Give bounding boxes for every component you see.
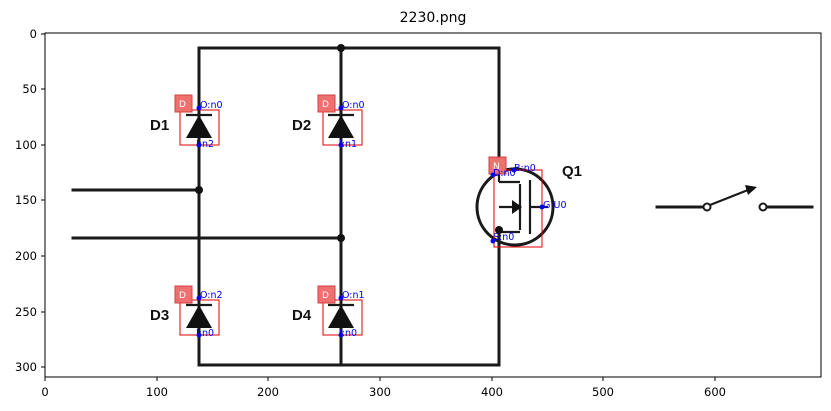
y-tick-label: 300 — [15, 360, 37, 374]
diode-d3: D3 D O:n2 I:n0 — [150, 285, 223, 339]
pin-label-d1-i: I:n2 — [196, 139, 214, 150]
pin-dot — [196, 295, 202, 301]
pin-label-d4-i: I:n0 — [339, 328, 357, 339]
component-label-d2: D2 — [292, 117, 311, 134]
pin-label-d2-o: O:n0 — [342, 100, 365, 111]
tag-box-d2 — [317, 94, 336, 113]
tag-box-d3 — [174, 285, 193, 304]
y-tick-label: 200 — [15, 249, 37, 263]
junction-dot — [195, 186, 203, 194]
pin-dot — [511, 167, 517, 173]
tag-box-q1 — [488, 156, 507, 175]
figure-title: 2230.png — [400, 10, 467, 26]
component-label-d3: D3 — [150, 307, 169, 324]
pin-dot — [338, 332, 344, 338]
diode-symbol-d1 — [186, 115, 212, 138]
transistor-q1: Q1 N B:n0 D:n0 G:U0 S:n0 — [475, 156, 582, 248]
diode-d2: D2 D O:n0 I:n1 — [292, 94, 365, 150]
x-tick-label: 100 — [146, 385, 168, 399]
tag-label-d1: D — [179, 100, 186, 110]
pin-dot — [338, 105, 344, 111]
tag-label-q1: N — [493, 162, 500, 172]
x-tick-label: 400 — [481, 385, 503, 399]
switch-symbol — [655, 185, 814, 212]
pin-label-d2-i: I:n1 — [339, 139, 357, 150]
diode-symbol-d4 — [328, 305, 354, 328]
tag-box-d4 — [317, 285, 336, 304]
x-tick-label: 0 — [41, 385, 48, 399]
component-label-q1: Q1 — [562, 163, 582, 180]
y-tick-label: 0 — [30, 27, 37, 41]
pin-dot — [490, 172, 496, 178]
switch-contact — [758, 202, 768, 212]
x-axis: 0 100 200 300 400 500 600 — [41, 377, 726, 399]
pin-label-q1-b: B:n0 — [514, 163, 536, 174]
switch-contact — [702, 202, 712, 212]
pin-label-d3-i: I:n0 — [196, 328, 214, 339]
diode-d4: D4 D O:n1 I:n0 — [292, 285, 365, 339]
pin-label-q1-s: S:n0 — [493, 232, 514, 243]
y-tick-label: 100 — [15, 138, 37, 152]
switch-arrow — [745, 185, 757, 195]
pin-label-d4-o: O:n1 — [342, 290, 365, 301]
y-axis: 0 50 100 150 200 250 300 — [15, 27, 45, 374]
junction-dot — [337, 234, 345, 242]
pin-dot — [196, 105, 202, 111]
pin-label-d1-o: O:n0 — [200, 100, 223, 111]
x-tick-label: 200 — [257, 385, 279, 399]
plot-frame — [44, 32, 822, 378]
pin-dot — [196, 142, 202, 148]
x-tick-label: 300 — [369, 385, 391, 399]
diode-symbol-d2 — [328, 115, 354, 138]
pin-label-q1-g: G:U0 — [543, 200, 567, 211]
pin-dot — [338, 142, 344, 148]
pin-dot — [196, 332, 202, 338]
y-tick-label: 250 — [15, 305, 37, 319]
diode-symbol-d3 — [186, 305, 212, 328]
component-label-d4: D4 — [292, 307, 312, 324]
y-tick-label: 50 — [22, 82, 37, 96]
x-tick-label: 600 — [704, 385, 726, 399]
x-tick-label: 500 — [592, 385, 614, 399]
diode-d1: D1 D O:n0 I:n2 — [150, 94, 223, 150]
transistor-arrow — [512, 200, 522, 214]
junction-dot — [337, 44, 345, 52]
tag-label-d4: D — [322, 291, 329, 301]
pin-label-d3-o: O:n2 — [200, 290, 223, 301]
pin-dot — [338, 295, 344, 301]
tag-label-d3: D — [179, 291, 186, 301]
pin-dot — [539, 204, 545, 210]
tag-box-d1 — [174, 94, 193, 113]
pin-dot — [490, 238, 496, 244]
pin-label-q1-d: D:n0 — [493, 168, 516, 179]
junction-dot — [495, 226, 503, 234]
y-tick-label: 150 — [15, 193, 37, 207]
component-label-d1: D1 — [150, 117, 169, 134]
tag-label-d2: D — [322, 100, 329, 110]
